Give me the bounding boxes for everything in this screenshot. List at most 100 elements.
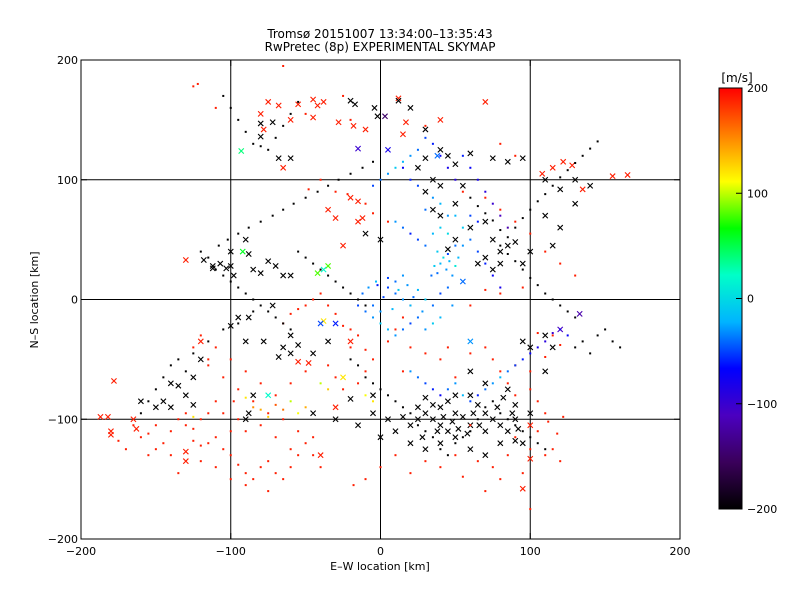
data-point-dot (446, 388, 449, 391)
data-point-dot (267, 412, 270, 415)
data-point-cross (459, 278, 466, 285)
data-point-cross (340, 374, 347, 381)
data-point-dot (271, 214, 274, 217)
data-point-cross (280, 164, 287, 171)
data-point-dot (394, 328, 397, 331)
y-axis-label: N–S location [km] (28, 251, 41, 348)
data-point-dot (334, 312, 337, 315)
data-point-dot (169, 364, 172, 367)
data-point-dot (559, 344, 562, 347)
data-point-dot (514, 364, 517, 367)
data-point-cross (419, 434, 426, 441)
data-point-dot (544, 448, 547, 451)
data-point-dot (619, 346, 622, 349)
colorbar-tick-label: −200 (747, 503, 777, 516)
data-point-dot (361, 292, 364, 295)
data-point-dot (222, 376, 225, 379)
data-point-dot (559, 304, 562, 307)
data-point-cross (402, 119, 409, 126)
data-point-cross (504, 242, 511, 249)
data-point-dot (559, 262, 562, 265)
data-point-dot (386, 220, 389, 223)
data-point-dot (491, 466, 494, 469)
data-point-dot (521, 358, 524, 361)
data-point-cross (175, 382, 182, 389)
data-point-dot (454, 214, 457, 217)
data-point-cross (250, 392, 257, 399)
data-point-cross (257, 110, 264, 117)
x-tick-label: 100 (520, 545, 541, 558)
data-point-dot (574, 274, 577, 277)
data-point-cross (167, 380, 174, 387)
data-point-dot (416, 288, 419, 291)
data-point-dot (357, 382, 360, 385)
data-point-dot (499, 229, 502, 232)
data-point-cross (392, 428, 399, 435)
data-point-dot (304, 370, 307, 373)
data-point-dot (375, 280, 378, 283)
data-point-dot (252, 310, 255, 313)
data-point-dot (484, 388, 487, 391)
data-point-dot (379, 322, 382, 325)
data-point-dot (267, 148, 270, 151)
chart-subtitle: RwPretec (8p) EXPERIMENTAL SKYMAP (265, 40, 496, 54)
data-point-dot (439, 394, 442, 397)
data-point-dot (162, 442, 165, 445)
data-point-dot (551, 334, 554, 337)
data-point-dot (536, 430, 539, 433)
data-point-cross (347, 97, 354, 104)
data-point-dot (357, 298, 360, 301)
data-point-dot (439, 316, 442, 319)
data-point-cross (437, 422, 444, 429)
data-point-dot (556, 432, 559, 435)
data-point-cross (305, 359, 312, 366)
data-point-dot (521, 472, 524, 475)
data-point-dot (566, 310, 569, 313)
data-point-dot (282, 408, 285, 411)
data-point-cross (399, 413, 406, 420)
data-point-dot (214, 346, 217, 349)
data-point-cross (320, 266, 327, 273)
data-point-cross (527, 248, 534, 255)
data-point-cross (340, 242, 347, 249)
data-point-dot (544, 250, 547, 253)
data-point-cross (587, 182, 594, 189)
data-point-dot (394, 454, 397, 457)
data-point-dot (581, 340, 584, 343)
data-point-cross (422, 155, 429, 162)
data-point-dot (117, 439, 120, 442)
data-point-dot (319, 382, 322, 385)
data-point-cross (384, 146, 391, 153)
x-tick-label: −200 (66, 545, 96, 558)
data-point-cross (272, 262, 279, 269)
data-point-dot (514, 220, 517, 223)
data-point-cross (320, 98, 327, 105)
data-point-dot (349, 118, 352, 121)
data-point-cross (542, 332, 549, 339)
data-point-dot (349, 172, 352, 175)
data-point-cross (519, 260, 526, 267)
data-point-dot (232, 400, 235, 403)
data-point-cross (449, 418, 456, 425)
data-point-cross (519, 485, 526, 492)
colorbar-tick-label: 200 (747, 82, 768, 95)
data-point-cross (444, 398, 451, 405)
data-point-cross (512, 437, 519, 444)
x-tick-label: 200 (670, 545, 691, 558)
data-point-cross (167, 404, 174, 411)
data-point-dot (596, 140, 599, 143)
data-point-cross (265, 392, 272, 399)
data-point-dot (469, 196, 472, 199)
data-point-cross (482, 254, 489, 261)
data-point-dot (536, 346, 539, 349)
data-point-cross (265, 98, 272, 105)
data-point-dot (454, 178, 457, 181)
data-point-dot (424, 430, 427, 433)
data-point-cross (362, 230, 369, 237)
data-point-cross (107, 431, 114, 438)
data-point-dot (536, 332, 539, 335)
data-point-dot (342, 94, 345, 97)
data-point-dot (304, 112, 307, 115)
data-point-dot (386, 276, 389, 279)
data-point-cross (527, 455, 534, 462)
